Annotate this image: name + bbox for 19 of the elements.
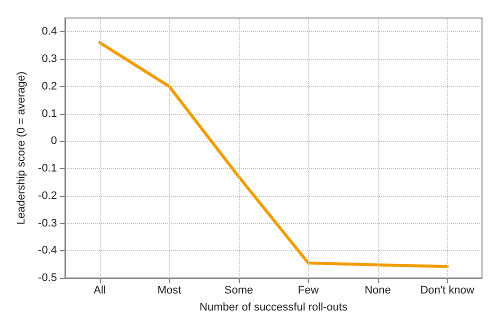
x-axis-title: Number of successful roll-outs bbox=[200, 302, 348, 314]
y-axis-title: Leadership score (0 = average) bbox=[16, 71, 28, 225]
x-tick-label: All bbox=[94, 284, 106, 296]
y-tick-label: 0.4 bbox=[42, 26, 57, 38]
y-tick-label: 0.1 bbox=[42, 108, 57, 120]
y-tick-label: -0.2 bbox=[38, 190, 57, 202]
y-tick-label: -0.5 bbox=[38, 272, 57, 284]
x-tick-label: Don't know bbox=[420, 284, 474, 296]
y-tick-label: -0.4 bbox=[38, 244, 57, 257]
y-tick-label: -0.1 bbox=[38, 162, 57, 175]
line-series bbox=[98, 41, 449, 268]
y-tick-label: 0 bbox=[50, 135, 57, 148]
y-tick-label: -0.3 bbox=[38, 217, 57, 230]
x-tick-label: None bbox=[364, 284, 391, 296]
x-tick-label: Some bbox=[224, 284, 254, 296]
y-tick-label: 0.3 bbox=[42, 53, 57, 66]
y-tick-label: 0.2 bbox=[42, 80, 57, 92]
x-tick-label: Most bbox=[157, 284, 182, 296]
x-tick-label: Few bbox=[298, 284, 319, 296]
